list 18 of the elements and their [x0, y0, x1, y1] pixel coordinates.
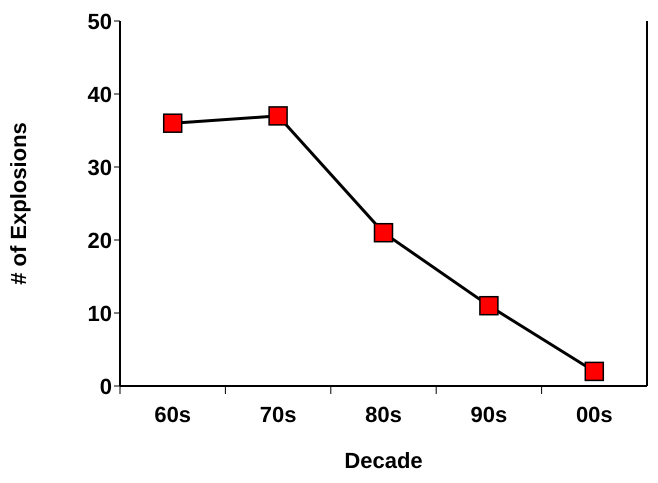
x-tick-label: 70s	[260, 402, 296, 427]
x-tick-label: 60s	[154, 402, 192, 427]
y-tick-label: 30	[88, 154, 112, 180]
x-axis-title: Decade	[344, 448, 423, 473]
y-axis-title: # of Explosions	[6, 122, 31, 285]
point	[479, 296, 499, 316]
y-tick-label: 50	[88, 8, 112, 34]
y-tick-label: 20	[88, 228, 112, 253]
y-tick-label: 10	[88, 300, 112, 326]
x-tick-label: 00s	[576, 402, 613, 427]
point	[268, 106, 288, 126]
y-tick-label: 40	[88, 82, 112, 107]
point	[162, 113, 182, 133]
point	[584, 362, 604, 382]
x-tick-label: 90s	[470, 402, 508, 427]
x-tick-label: 80s	[365, 402, 402, 427]
y-tick-label: 0	[100, 374, 112, 399]
point	[374, 222, 394, 242]
